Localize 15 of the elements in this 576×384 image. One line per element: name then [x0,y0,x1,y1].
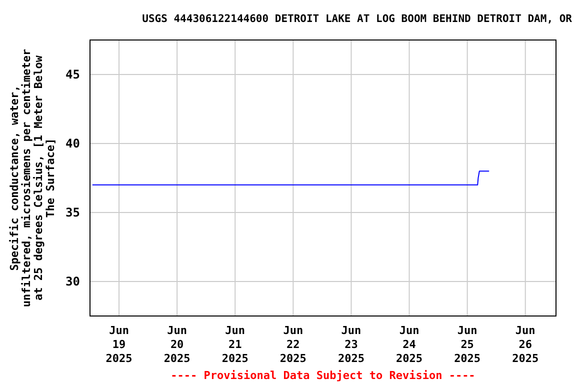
y-axis-title: Specific conductance, water, unfiltered, microsiemens per centimeter at 25 degrees Celsius, [1 Meter Below The Surface] [8,48,57,308]
x-tick-label: Jun 24 2025 [396,324,423,365]
chart-title: USGS 444306122144600 DETROIT LAKE AT LOG BOOM BEHIND DETROIT DAM, OR [142,13,573,25]
x-tick-label: Jun 22 2025 [280,324,306,365]
x-tick-label: Jun 21 2025 [222,324,248,365]
x-tick-label: Jun 19 2025 [106,324,132,365]
x-tick-label: Jun 20 2025 [164,324,190,365]
text: ---- Provisional Data Subject to Revision ---- [170,369,476,382]
y-tick-label: 30 [66,274,80,288]
x-tick-label: Jun 23 2025 [338,324,364,365]
y-tick-label: 45 [66,68,80,82]
y-tick-label: 40 [66,136,80,150]
x-tick-label: Jun 25 2025 [454,324,481,365]
y-tick-label: 35 [66,206,80,220]
x-tick-label: Jun 26 2025 [512,324,539,365]
